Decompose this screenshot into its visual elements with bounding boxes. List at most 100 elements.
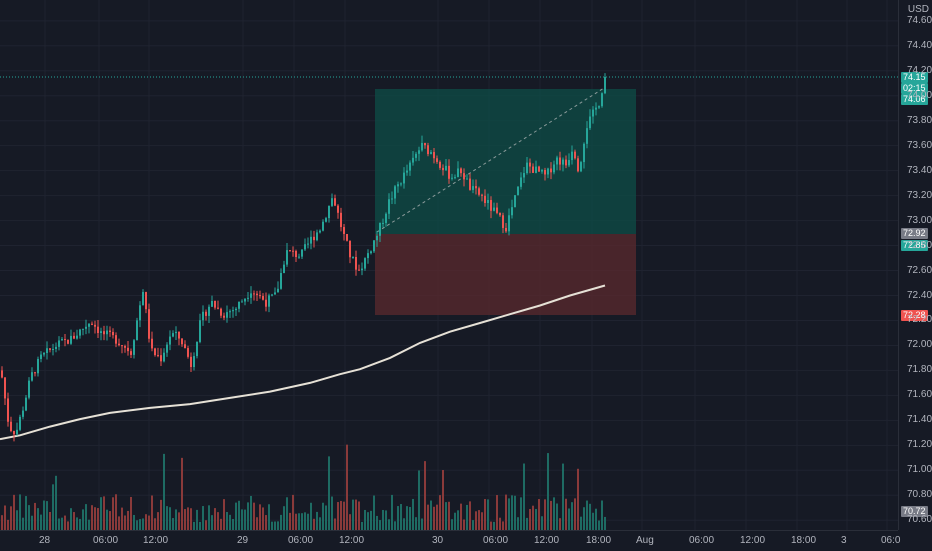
candle-body — [256, 293, 258, 296]
candle-body — [445, 165, 447, 171]
volume-bar — [562, 463, 564, 530]
entry-price-label: 72.92 — [901, 228, 928, 239]
volume-bar — [13, 494, 15, 530]
volume-bar — [586, 500, 588, 530]
candle-body — [490, 200, 492, 211]
candle-body — [358, 269, 360, 271]
candle-body — [136, 320, 138, 341]
candle-body — [271, 294, 273, 296]
candle-body — [325, 218, 327, 222]
candle-body — [334, 198, 336, 206]
candle-body — [568, 160, 570, 166]
volume-bar — [10, 506, 12, 530]
candle-body — [28, 380, 30, 398]
volume-bar — [256, 517, 258, 530]
volume-bar — [214, 508, 216, 530]
candle-body — [556, 157, 558, 165]
volume-bar — [43, 500, 45, 530]
volume-bar — [154, 518, 156, 530]
volume-bar — [307, 513, 309, 530]
candle-body — [40, 354, 42, 360]
volume-bar — [508, 498, 510, 530]
candle-body — [106, 330, 108, 335]
candle-body — [235, 308, 237, 311]
candle-body — [229, 311, 231, 313]
candle-body — [13, 431, 15, 435]
candle-body — [58, 340, 60, 347]
volume-bar — [136, 520, 138, 530]
candle-body — [472, 186, 474, 190]
price-tick: 73.80 — [907, 114, 932, 126]
volume-bar — [544, 499, 546, 530]
candle-body — [217, 307, 219, 309]
price-tick: 73.20 — [907, 189, 932, 201]
volume-bar — [235, 502, 237, 530]
time-tick: 30 — [432, 535, 444, 546]
price-chart[interactable] — [0, 0, 898, 530]
candle-body — [94, 324, 96, 327]
volume-bar — [523, 463, 525, 530]
time-axis[interactable]: 28 06:00 12:00 29 06:00 12:00 30 06:00 12:00 18:0… — [0, 530, 900, 551]
volume-bar — [85, 504, 87, 530]
candle-body — [520, 177, 522, 187]
candle-body — [226, 312, 228, 318]
candle-body — [367, 253, 369, 259]
candle-body — [538, 166, 540, 172]
volume-bar — [319, 517, 321, 530]
candle-body — [205, 311, 207, 316]
time-tick: 28 — [39, 535, 51, 546]
candle-body — [586, 128, 588, 144]
volume-bar — [76, 517, 78, 530]
candle-body — [25, 397, 27, 411]
candle-body — [70, 335, 72, 344]
candle-body — [238, 301, 240, 309]
candle-body — [184, 344, 186, 349]
candle-body — [565, 159, 567, 166]
target-price-label: 74.06 — [901, 94, 928, 105]
candle-body — [274, 292, 276, 295]
price-tick: 72.60 — [907, 264, 932, 276]
candle-body — [16, 429, 18, 435]
price-tick: 71.20 — [907, 439, 932, 451]
price-axis[interactable]: USD 74.15 02:15 74.06 72.92 72.85 72.28 … — [898, 0, 932, 530]
candle-body — [55, 346, 57, 350]
volume-bar — [337, 502, 339, 530]
candle-body — [289, 250, 291, 252]
candle-body — [421, 142, 423, 151]
candle-body — [559, 157, 561, 165]
candle-body — [532, 166, 534, 173]
volume-bar — [490, 521, 492, 530]
candle-body — [253, 293, 255, 295]
candle-body — [232, 310, 234, 312]
volume-bar — [205, 520, 207, 530]
volume-bar — [169, 507, 171, 530]
volume-bar — [373, 495, 375, 530]
volume-bar — [556, 503, 558, 530]
candle-body — [337, 205, 339, 213]
volume-bar — [601, 500, 603, 530]
loss-zone[interactable] — [375, 234, 636, 315]
volume-bar — [388, 519, 390, 530]
price-tick: 74.20 — [907, 64, 932, 76]
candle-body — [187, 348, 189, 357]
time-tick: 18:00 — [791, 535, 817, 546]
candle-body — [196, 341, 198, 357]
volume-bar — [151, 495, 153, 530]
volume-bar — [61, 517, 63, 530]
volume-bar — [55, 475, 57, 530]
volume-bar — [529, 508, 531, 530]
volume-bar — [4, 505, 6, 530]
profit-zone[interactable] — [375, 89, 636, 234]
candle-body — [361, 268, 363, 271]
volume-bar — [442, 470, 444, 530]
volume-bar — [58, 518, 60, 530]
volume-bar — [286, 497, 288, 530]
candle-body — [406, 170, 408, 173]
candle-body — [310, 236, 312, 244]
volume-bar — [37, 508, 39, 530]
price-tick: 72.40 — [907, 289, 932, 301]
volume-bar — [109, 511, 111, 530]
price-tick: 74.60 — [907, 14, 932, 26]
candle-body — [436, 158, 438, 162]
volume-bar — [184, 509, 186, 530]
